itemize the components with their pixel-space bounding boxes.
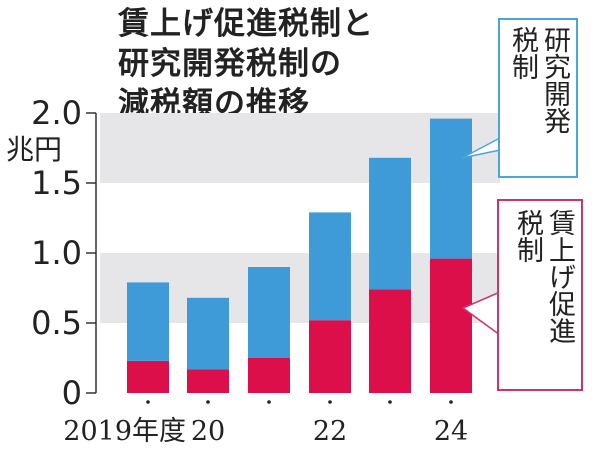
- y-tick-label: 2.0: [31, 94, 82, 132]
- legend-wage-line-2: 税制: [512, 209, 543, 263]
- y-tick-label: 0.5: [31, 304, 82, 342]
- legend-wage-pointer: [461, 291, 501, 336]
- bar-wage: [187, 369, 229, 393]
- bar-rd: [187, 297, 229, 370]
- y-tick-label: 1.5: [31, 164, 82, 202]
- x-tick-dot: [267, 400, 271, 404]
- title-line-2: 研究開発税制の: [118, 46, 342, 82]
- legend-wage-tax: 賃上げ促進 税制: [497, 199, 583, 391]
- bar-wage: [430, 258, 472, 393]
- bar-wage: [369, 289, 411, 393]
- bar-rd: [127, 282, 169, 361]
- x-tick-dot: [146, 400, 150, 404]
- y-tick-label: 1.0: [31, 234, 82, 272]
- bar-rd: [248, 267, 290, 358]
- y-tick-label: 0: [62, 374, 82, 412]
- x-tick-dot: [449, 400, 453, 404]
- x-tick-dot: [388, 400, 392, 404]
- legend-rd-label: 研究開発 税制: [506, 26, 570, 134]
- x-tick-dot: [206, 400, 210, 404]
- bar-wage: [309, 320, 351, 393]
- bar-wage: [248, 358, 290, 393]
- title-line-1: 賃上げ促進税制と: [118, 6, 374, 42]
- x-tick-label: 24: [434, 416, 468, 447]
- x-tick-label: 20: [191, 416, 225, 447]
- legend-wage-label: 賃上げ促進 税制: [511, 209, 575, 344]
- x-tick-label: 22: [313, 416, 347, 447]
- x-tick-label: 2019年度: [63, 416, 186, 447]
- bar-rd: [309, 212, 351, 321]
- bar-wage: [127, 360, 169, 393]
- bar-rd: [369, 157, 411, 290]
- legend-rd-line-2: 税制: [507, 26, 538, 80]
- legend-rd-pointer: [461, 137, 501, 159]
- y-axis-unit: 兆円: [6, 133, 63, 166]
- x-tick-dot: [328, 400, 332, 404]
- legend-rd-line-1: 研究開発: [539, 26, 570, 134]
- legend-wage-line-1: 賃上げ促進: [544, 209, 575, 344]
- bar-rd: [430, 118, 472, 259]
- chart-title: 賃上げ促進税制と 研究開発税制の 減税額の推移: [118, 4, 374, 124]
- legend-rd-tax: 研究開発 税制: [498, 18, 578, 178]
